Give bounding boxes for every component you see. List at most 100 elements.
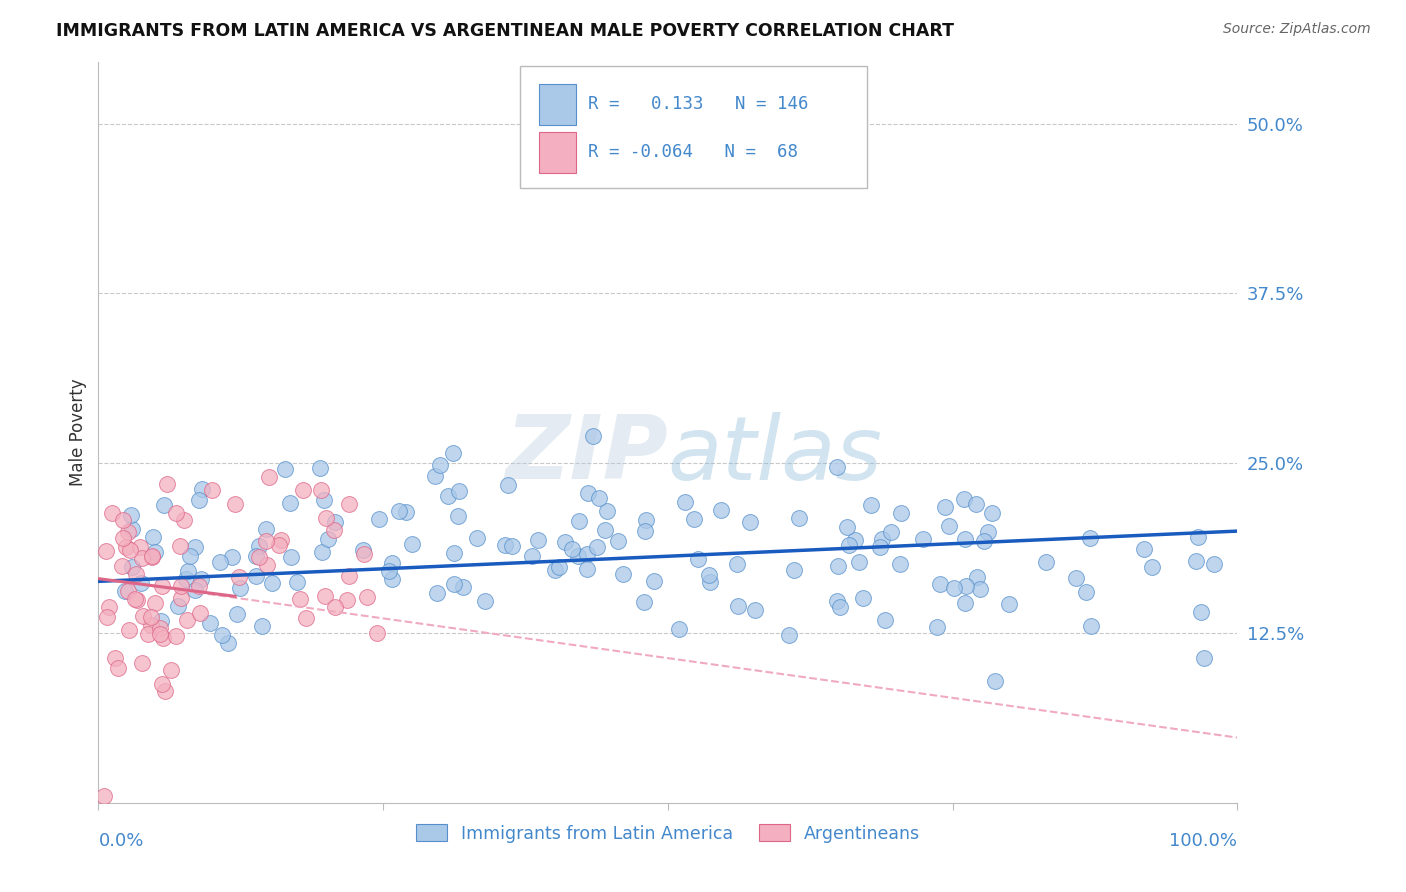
Point	[928, 577, 950, 591]
Point	[111, 558, 134, 573]
Point	[152, 631, 174, 645]
Point	[567, 549, 589, 563]
Point	[844, 533, 866, 548]
Point	[401, 537, 423, 551]
Point	[188, 579, 211, 593]
Point	[366, 626, 388, 640]
Point	[889, 558, 911, 572]
Point	[1133, 542, 1156, 557]
Point	[247, 539, 270, 553]
Point	[245, 549, 267, 563]
Point	[683, 512, 706, 526]
Point	[727, 599, 749, 614]
Point	[337, 497, 360, 511]
Point	[575, 547, 598, 561]
Point	[153, 498, 176, 512]
Point	[596, 504, 619, 518]
Point	[112, 531, 135, 545]
Point	[966, 497, 988, 511]
Point	[443, 546, 465, 560]
Point	[141, 618, 163, 632]
Point	[245, 569, 267, 583]
Point	[869, 540, 891, 554]
Point	[368, 512, 391, 526]
Point	[633, 594, 655, 608]
Point	[467, 532, 489, 546]
Point	[254, 534, 277, 549]
Point	[1185, 554, 1208, 568]
Point	[423, 468, 446, 483]
Point	[911, 533, 934, 547]
Point	[129, 575, 152, 590]
Point	[429, 458, 451, 472]
Point	[699, 574, 721, 589]
Point	[159, 663, 181, 677]
Point	[1194, 650, 1216, 665]
Point	[259, 469, 281, 483]
Point	[139, 609, 162, 624]
Point	[576, 486, 599, 500]
Point	[143, 545, 166, 559]
Point	[353, 547, 375, 561]
Point	[141, 549, 163, 563]
Point	[686, 551, 709, 566]
Text: ZIP: ZIP	[505, 411, 668, 499]
Point	[783, 563, 806, 577]
Point	[582, 429, 605, 443]
Point	[953, 532, 976, 546]
Point	[225, 607, 247, 622]
Point	[127, 593, 149, 607]
Point	[789, 511, 811, 525]
Point	[799, 157, 821, 171]
Point	[117, 584, 139, 599]
Point	[150, 677, 173, 691]
Point	[148, 621, 170, 635]
Text: R =   0.133   N = 146: R = 0.133 N = 146	[588, 95, 808, 113]
Point	[966, 570, 988, 584]
Point	[112, 513, 135, 527]
Point	[554, 534, 576, 549]
Point	[142, 529, 165, 543]
Point	[527, 533, 550, 547]
Point	[1080, 619, 1102, 633]
Point	[437, 489, 460, 503]
Point	[114, 583, 136, 598]
Point	[228, 570, 250, 584]
Point	[143, 596, 166, 610]
Point	[316, 533, 339, 547]
Point	[177, 564, 200, 578]
Point	[495, 538, 517, 552]
Point	[356, 590, 378, 604]
Point	[314, 590, 336, 604]
Point	[1142, 560, 1164, 574]
Point	[980, 507, 1002, 521]
Point	[612, 567, 634, 582]
Point	[395, 504, 418, 518]
Bar	[538, 84, 575, 125]
Text: R = -0.064   N =  68: R = -0.064 N = 68	[588, 144, 799, 161]
Point	[198, 616, 221, 631]
Point	[217, 636, 239, 650]
Point	[1204, 557, 1226, 571]
Point	[870, 533, 893, 547]
Point	[969, 582, 991, 596]
Point	[262, 575, 284, 590]
Point	[323, 515, 346, 529]
Point	[381, 556, 404, 570]
Legend: Immigrants from Latin America, Argentineans: Immigrants from Latin America, Argentine…	[409, 818, 927, 850]
Point	[778, 628, 800, 642]
Point	[984, 673, 1007, 688]
Point	[378, 564, 401, 578]
Point	[955, 578, 977, 592]
Point	[149, 614, 172, 628]
Point	[607, 533, 630, 548]
Point	[1078, 531, 1101, 545]
Point	[544, 563, 567, 577]
Point	[1189, 605, 1212, 619]
Point	[125, 567, 148, 582]
Point	[738, 515, 761, 529]
Point	[184, 540, 207, 554]
Point	[274, 461, 297, 475]
Point	[121, 559, 143, 574]
Point	[934, 500, 956, 515]
